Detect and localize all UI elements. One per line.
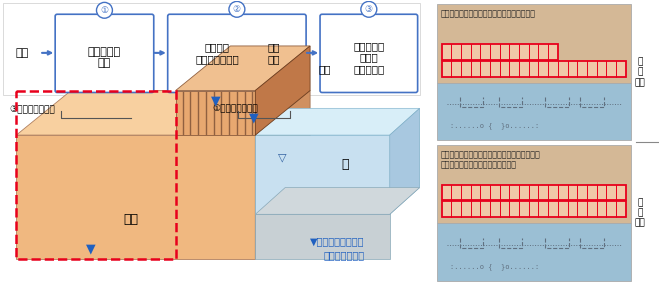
Text: ③: ③ (365, 5, 373, 14)
Polygon shape (255, 91, 310, 259)
Text: ▼: ▼ (211, 94, 220, 107)
Text: 施工後地盤の実際の応答を評価・検証した後、
必要な場合には経済的な対策を追加: 施工後地盤の実際の応答を評価・検証した後、 必要な場合には経済的な対策を追加 (440, 150, 541, 169)
Polygon shape (176, 91, 255, 135)
Bar (442, 61, 626, 77)
Text: 地盤: 地盤 (123, 213, 139, 226)
Polygon shape (255, 108, 420, 135)
Text: 評価
検証: 評価 検証 (268, 42, 280, 64)
Polygon shape (255, 214, 390, 259)
FancyBboxPatch shape (168, 14, 306, 93)
Polygon shape (16, 91, 310, 135)
Text: 設計: 設計 (15, 48, 28, 58)
Polygon shape (255, 46, 310, 135)
Text: :......o {  }o......:: :......o { }o......: (450, 263, 539, 270)
Bar (442, 44, 558, 60)
Bar (436, 4, 631, 83)
Text: ▼: ▼ (86, 243, 96, 255)
Polygon shape (16, 135, 255, 259)
FancyBboxPatch shape (320, 14, 418, 93)
Bar (16, 91, 176, 259)
Text: ▼：揺れを感知する: ▼：揺れを感知する (310, 236, 364, 246)
Polygon shape (255, 135, 390, 214)
Text: ③第２段階の対策: ③第２段階の対策 (9, 104, 55, 113)
Text: 地震観測
モニタリング・: 地震観測 モニタリング・ (195, 42, 240, 64)
Text: 第
一
段階: 第 一 段階 (635, 57, 645, 87)
Text: 性能設計に基づく低い置換率での格子状固化: 性能設計に基づく低い置換率での格子状固化 (440, 9, 535, 18)
FancyBboxPatch shape (55, 14, 154, 93)
Text: 第１段階の
対策: 第１段階の 対策 (88, 46, 121, 68)
Text: ▽: ▽ (278, 153, 286, 163)
Circle shape (229, 1, 245, 17)
Text: 海: 海 (341, 158, 348, 171)
Text: ▼: ▼ (249, 112, 258, 125)
Text: ①: ① (100, 6, 108, 15)
Bar (436, 223, 631, 281)
Text: :......o {  }o......:: :......o { }o......: (450, 122, 539, 129)
Bar (442, 185, 626, 200)
Bar (3, 3, 420, 95)
Text: 加速度センサー: 加速度センサー (323, 250, 364, 260)
Polygon shape (255, 188, 420, 214)
Text: 第２段階の
対策の
要否を判断: 第２段階の 対策の 要否を判断 (353, 41, 385, 74)
Text: 岸壁: 岸壁 (318, 64, 331, 74)
Bar (436, 145, 631, 223)
Text: ②: ② (233, 5, 241, 14)
Circle shape (361, 1, 377, 17)
Bar (436, 83, 631, 140)
Bar (442, 201, 626, 217)
Polygon shape (176, 46, 310, 91)
Text: ①第１段階の対策: ①第１段階の対策 (213, 104, 258, 113)
Polygon shape (390, 108, 420, 214)
Text: 第
二
段階: 第 二 段階 (635, 198, 645, 228)
Circle shape (96, 2, 112, 18)
